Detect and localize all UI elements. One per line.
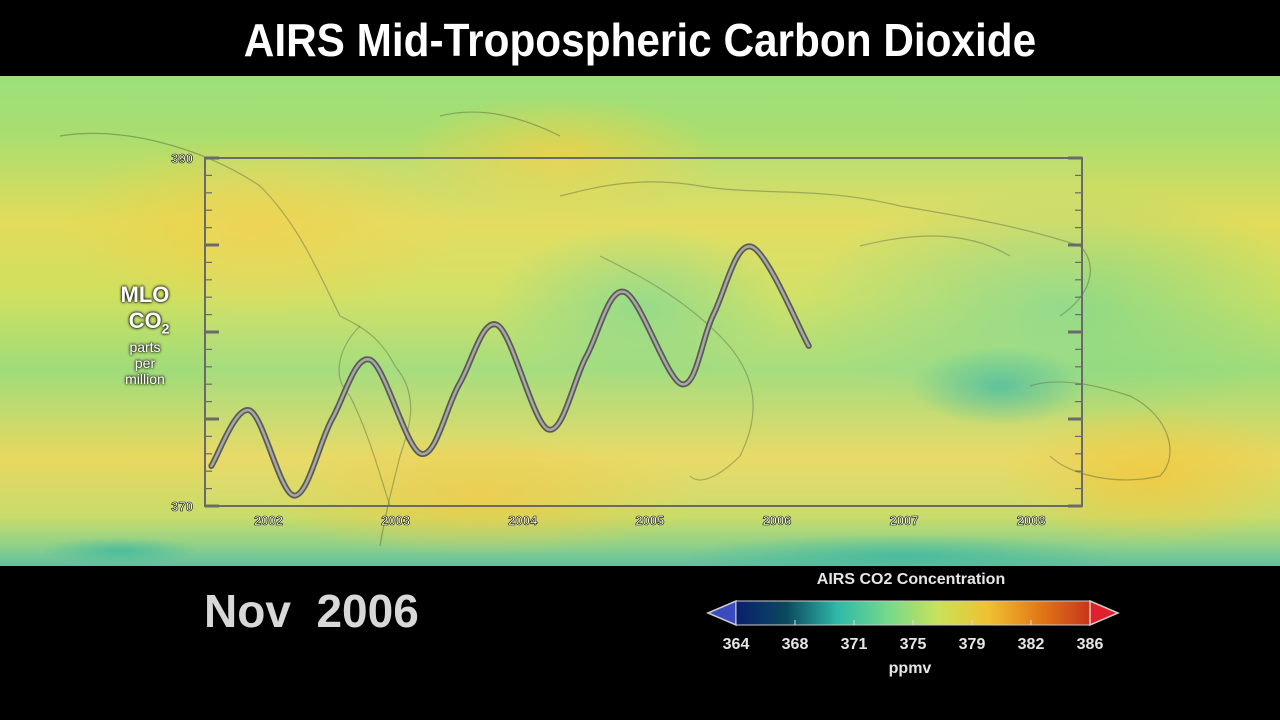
colorbar-units: ppmv — [888, 660, 932, 677]
continent-outlines — [59, 111, 1171, 547]
co2-label: CO — [128, 308, 162, 333]
colorbar-tick-label-386: 386 — [1076, 636, 1104, 653]
x-axis-labels: 2002 2003 2004 2005 2006 2007 2008 — [254, 513, 1046, 529]
colorbar-tick-label-364: 364 — [722, 636, 750, 653]
y-axis-ticks — [205, 156, 1082, 508]
colorbar-title: AIRS CO2 Concentration — [816, 571, 1006, 588]
y-tick-label-390: 390 — [171, 151, 193, 166]
x-tick-label-2005: 2005 — [635, 513, 664, 528]
y-axis-title: MLO CO2 parts per million — [100, 282, 190, 387]
y-axis-title-line4: per — [134, 355, 156, 372]
x-tick-label-2007: 2007 — [890, 513, 919, 528]
y-axis-title-line1: MLO — [120, 282, 170, 307]
x-tick-label-2006: 2006 — [762, 513, 791, 528]
co2-series-line — [210, 245, 810, 497]
colorbar-tick-label-379: 379 — [958, 636, 986, 653]
colorbar-tick-label-382: 382 — [1017, 636, 1045, 653]
colorbar-ticks — [735, 620, 1091, 625]
colorbar-tick-labels: 364 368 371 375 379 382 386 — [700, 636, 1140, 658]
page-title: AIRS Mid-Tropospheric Carbon Dioxide — [243, 14, 1037, 66]
colorbar-tick-label-371: 371 — [840, 636, 868, 653]
colorbar-tick-label-375: 375 — [899, 636, 927, 653]
y-axis-labels: 370 390 — [171, 151, 193, 515]
y-axis-title-line5: million — [125, 371, 165, 388]
x-tick-label-2002: 2002 — [254, 513, 283, 528]
colorbar-tick-label-368: 368 — [781, 636, 809, 653]
date-label: Nov 2006 — [204, 585, 419, 637]
x-tick-label-2004: 2004 — [508, 513, 538, 528]
colorbar — [706, 599, 1120, 627]
co2-subscript: 2 — [161, 320, 170, 337]
x-tick-label-2003: 2003 — [381, 513, 410, 528]
mlo-co2-chart: 370 390 2002 2003 2004 2005 2006 2007 2008 — [171, 151, 1083, 529]
co2-world-map: 370 390 2002 2003 2004 2005 2006 2007 2008 MLO … — [0, 76, 1280, 566]
y-axis-title-line3: parts — [129, 339, 161, 356]
x-tick-label-2008: 2008 — [1017, 513, 1046, 528]
colorbar-under-arrow — [706, 599, 737, 627]
colorbar-over-arrow — [1089, 599, 1120, 627]
y-tick-label-370: 370 — [171, 499, 193, 514]
plot-frame — [204, 157, 1083, 507]
y-axis-title-line2: CO2 — [100, 308, 190, 341]
